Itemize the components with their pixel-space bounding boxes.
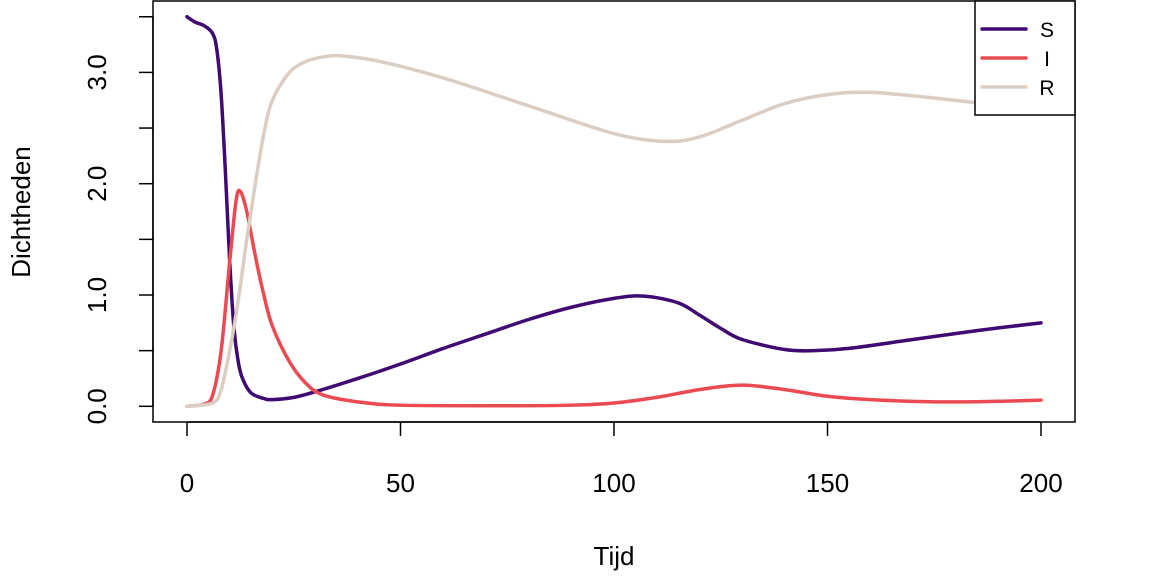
plot-frame bbox=[152, 0, 1076, 423]
y-axis-label: Dichtheden bbox=[6, 146, 36, 278]
x-tick-label: 150 bbox=[806, 468, 849, 498]
y-tick-label: 2.0 bbox=[82, 166, 112, 202]
x-tick-label: 200 bbox=[1019, 468, 1062, 498]
legend-label-i: I bbox=[1044, 48, 1050, 71]
x-tick-label: 50 bbox=[386, 468, 415, 498]
series-line-r bbox=[185, 53, 1043, 409]
series-line-s bbox=[185, 15, 1043, 402]
legend-label-r: R bbox=[1039, 77, 1054, 100]
series-layer bbox=[185, 15, 1043, 409]
y-tick-label: 0.0 bbox=[82, 388, 112, 424]
x-axis-label: Tijd bbox=[594, 541, 635, 571]
x-tick-label: 100 bbox=[592, 468, 635, 498]
y-axis: 0.0 1.0 2.0 3.0 bbox=[82, 16, 154, 424]
series-line-i bbox=[185, 188, 1043, 409]
y-tick-label: 1.0 bbox=[82, 277, 112, 313]
x-axis: 0 50 100 150 200 bbox=[180, 421, 1063, 498]
x-tick-label: 0 bbox=[180, 468, 194, 498]
legend-label-s: S bbox=[1040, 19, 1054, 42]
y-tick-label: 3.0 bbox=[82, 54, 112, 90]
legend: SIR bbox=[974, 0, 1076, 116]
